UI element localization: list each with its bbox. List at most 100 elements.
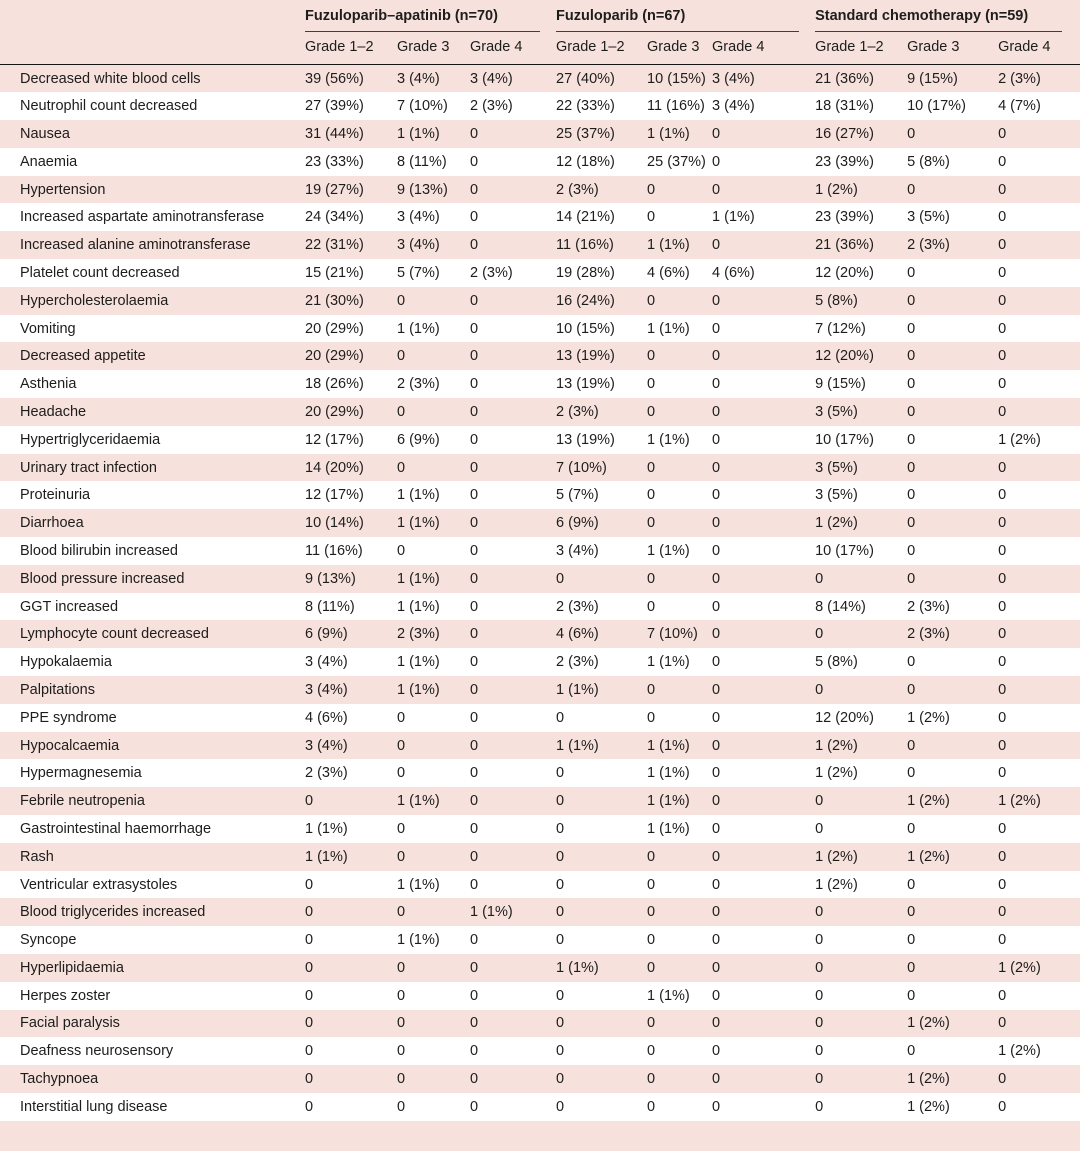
adverse-event-label: Proteinuria [20, 487, 91, 504]
value-cell: 2 (3%) [907, 237, 950, 254]
value-cell: 0 [305, 793, 314, 810]
value-cell: 0 [397, 987, 406, 1004]
value-cell: 1 (1%) [556, 681, 599, 698]
table-header: Fuzuloparib–apatinib (n=70) Fuzuloparib … [0, 0, 1080, 65]
value-cell: 0 [470, 542, 479, 559]
value-cell: 0 [470, 431, 479, 448]
value-cell: 0 [470, 765, 479, 782]
adverse-event-label: Platelet count decreased [20, 264, 180, 281]
value-cell: 11 (16%) [556, 237, 614, 254]
value-cell: 8 (14%) [815, 598, 866, 615]
value-cell: 0 [998, 1098, 1007, 1115]
value-cell: 0 [998, 348, 1007, 365]
value-cell: 5 (8%) [815, 654, 858, 671]
value-cell: 10 (17%) [907, 98, 966, 115]
value-cell: 0 [907, 403, 916, 420]
value-cell: 18 (31%) [815, 98, 874, 115]
value-cell: 0 [815, 820, 824, 837]
value-cell: 0 [470, 1071, 479, 1088]
value-cell: 1 (2%) [815, 848, 858, 865]
value-cell: 3 (4%) [397, 209, 440, 226]
value-cell: 4 (6%) [712, 264, 755, 281]
value-cell: 0 [556, 932, 565, 949]
value-cell: 0 [397, 709, 406, 726]
adverse-event-label: Blood pressure increased [20, 570, 185, 587]
grade-header: Grade 1–2 [815, 32, 908, 65]
value-cell: 0 [907, 515, 916, 532]
value-cell: 2 (3%) [305, 765, 348, 782]
value-cell: 0 [998, 376, 1007, 393]
value-cell: 0 [305, 1071, 314, 1088]
value-cell: 4 (6%) [647, 264, 690, 281]
adverse-event-label: Increased aspartate aminotransferase [20, 209, 265, 226]
value-cell: 0 [556, 848, 565, 865]
value-cell: 1 (1%) [397, 598, 440, 615]
value-cell: 12 (20%) [815, 709, 874, 726]
table-row: Urinary tract infection 14 (20%) 0 0 7 (10%)… [0, 453, 1080, 482]
value-cell: 0 [712, 403, 721, 420]
value-cell: 24 (34%) [305, 209, 364, 226]
value-cell: 27 (39%) [305, 98, 364, 115]
value-cell: 0 [998, 181, 1007, 198]
value-cell: 0 [712, 487, 721, 504]
value-cell: 0 [647, 1043, 656, 1060]
value-cell: 0 [712, 515, 721, 532]
adverse-event-label: Febrile neutropenia [20, 793, 145, 810]
value-cell: 0 [712, 459, 721, 476]
value-cell: 5 (7%) [397, 264, 440, 281]
value-cell: 0 [712, 1043, 721, 1060]
value-cell: 0 [556, 876, 565, 893]
table-row: Deafness neurosensory 0 0 0 0 0 0 0 0 1 (2%) [0, 1037, 1080, 1066]
table-row: Ventricular extrasystoles 0 1 (1%) 0 0 0 0 1 (2… [0, 870, 1080, 899]
value-cell: 0 [397, 765, 406, 782]
table-row: Increased alanine aminotransferase 22 (31… [0, 231, 1080, 260]
value-cell: 0 [305, 1015, 314, 1032]
value-cell: 18 (26%) [305, 376, 364, 393]
value-cell: 0 [470, 403, 479, 420]
value-cell: 9 (15%) [907, 70, 958, 87]
value-cell: 19 (28%) [556, 264, 615, 281]
value-cell: 1 (1%) [397, 515, 440, 532]
group-label: Standard chemotherapy (n=59) [815, 8, 1063, 32]
value-cell: 0 [470, 626, 479, 643]
adverse-event-label: Blood triglycerides increased [20, 904, 206, 921]
value-cell: 0 [907, 737, 916, 754]
adverse-event-label: Herpes zoster [20, 987, 111, 1004]
value-cell: 0 [907, 904, 916, 921]
value-cell: 7 (12%) [815, 320, 866, 337]
table-row: Decreased appetite 20 (29%) 0 0 13 (19%) 0 0 12… [0, 342, 1080, 371]
value-cell: 0 [712, 820, 721, 837]
value-cell: 1 (2%) [907, 709, 950, 726]
value-cell: 9 (13%) [397, 181, 448, 198]
value-cell: 0 [712, 765, 721, 782]
value-cell: 12 (17%) [305, 431, 364, 448]
value-cell: 3 (5%) [815, 403, 858, 420]
value-cell: 1 (1%) [647, 987, 690, 1004]
grade-header: Grade 4 [712, 32, 816, 65]
value-cell: 0 [907, 987, 916, 1004]
value-cell: 0 [815, 1071, 824, 1088]
value-cell: 3 (5%) [815, 487, 858, 504]
value-cell: 21 (36%) [815, 237, 874, 254]
adverse-event-label: Urinary tract infection [20, 459, 157, 476]
value-cell: 0 [907, 292, 916, 309]
value-cell: 0 [556, 793, 565, 810]
table-row: Decreased white blood cells 39 (56%) 3 (4%… [0, 64, 1080, 93]
value-cell: 0 [647, 598, 656, 615]
table-row: Hypertension 19 (27%) 9 (13%) 0 2 (3%) 0 0 1 (2… [0, 175, 1080, 204]
value-cell: 0 [470, 292, 479, 309]
value-cell: 0 [470, 598, 479, 615]
value-cell: 0 [470, 153, 479, 170]
value-cell: 1 (1%) [647, 737, 690, 754]
value-cell: 0 [397, 348, 406, 365]
value-cell: 0 [712, 292, 721, 309]
value-cell: 0 [556, 1071, 565, 1088]
value-cell: 21 (30%) [305, 292, 364, 309]
value-cell: 13 (19%) [556, 431, 615, 448]
value-cell: 2 (3%) [998, 70, 1041, 87]
value-cell: 0 [998, 848, 1007, 865]
value-cell: 21 (36%) [815, 70, 874, 87]
value-cell: 1 (1%) [397, 320, 440, 337]
value-cell: 10 (15%) [647, 70, 706, 87]
value-cell: 0 [907, 487, 916, 504]
